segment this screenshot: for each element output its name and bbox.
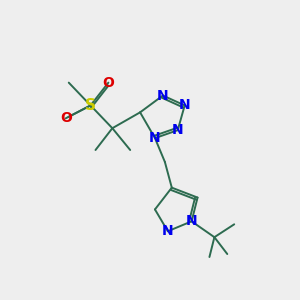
- Text: N: N: [179, 98, 190, 112]
- Text: N: N: [186, 214, 197, 228]
- Text: O: O: [103, 76, 114, 90]
- Text: S: S: [85, 98, 96, 113]
- Text: N: N: [157, 88, 169, 103]
- Text: N: N: [149, 131, 161, 145]
- Text: N: N: [172, 123, 184, 137]
- Text: O: O: [60, 111, 72, 125]
- Text: N: N: [162, 224, 174, 238]
